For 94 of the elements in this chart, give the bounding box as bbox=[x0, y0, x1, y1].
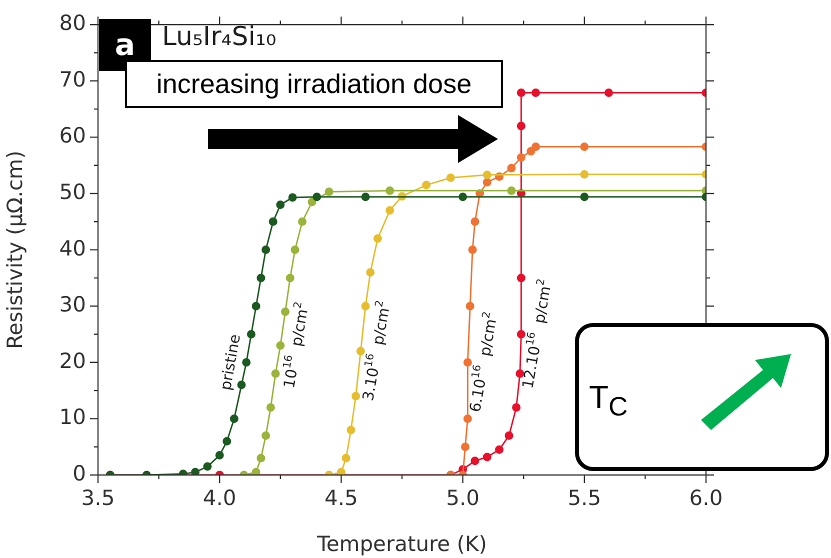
point bbox=[463, 414, 472, 423]
point bbox=[386, 186, 394, 195]
point bbox=[366, 268, 375, 277]
point bbox=[242, 358, 251, 367]
point bbox=[516, 274, 526, 282]
y-tick-label: 70 bbox=[59, 67, 86, 92]
y-tick-label: 30 bbox=[59, 292, 86, 317]
point bbox=[298, 217, 307, 226]
point bbox=[312, 192, 322, 202]
point bbox=[516, 88, 526, 97]
y-tick-label: 20 bbox=[59, 348, 86, 373]
point bbox=[342, 454, 350, 462]
point bbox=[222, 436, 232, 446]
point bbox=[460, 442, 470, 452]
point bbox=[532, 142, 540, 152]
text: 12.1016 p/cm2 bbox=[518, 278, 554, 390]
y-axis-title: Resistivity (µΩ.cm) bbox=[3, 150, 28, 350]
text: 1016 p/cm2 bbox=[280, 300, 312, 390]
y-tick-label: 0 bbox=[72, 461, 86, 486]
point bbox=[470, 456, 480, 466]
point bbox=[580, 142, 589, 152]
text: 3.1016 p/cm2 bbox=[358, 299, 394, 402]
point bbox=[215, 451, 224, 460]
point bbox=[361, 192, 370, 202]
point bbox=[504, 431, 514, 440]
point bbox=[281, 307, 290, 316]
point bbox=[256, 274, 266, 282]
point bbox=[230, 414, 238, 423]
point bbox=[604, 88, 613, 97]
callout-box: T$_{C}$ bbox=[575, 323, 829, 471]
point bbox=[580, 170, 589, 179]
point bbox=[252, 302, 260, 310]
x-tick-label: 6.0 bbox=[689, 486, 723, 510]
point bbox=[252, 468, 260, 475]
point bbox=[482, 452, 492, 462]
point bbox=[268, 217, 278, 226]
point bbox=[373, 234, 382, 243]
point bbox=[386, 206, 394, 215]
y-tick-label: 50 bbox=[59, 180, 86, 204]
point bbox=[516, 153, 526, 162]
x-tick-label: 3.5 bbox=[81, 486, 115, 510]
x-tick-label: 4.5 bbox=[324, 486, 358, 510]
point bbox=[352, 392, 360, 400]
point bbox=[346, 426, 356, 434]
y-tick-label: 40 bbox=[59, 236, 86, 260]
point bbox=[262, 246, 270, 254]
point bbox=[276, 341, 285, 350]
point bbox=[308, 198, 316, 206]
x-tick-label: 5.0 bbox=[446, 486, 480, 510]
point bbox=[246, 330, 256, 338]
point bbox=[470, 217, 480, 226]
point bbox=[468, 246, 477, 254]
annotation: a bbox=[99, 19, 151, 71]
point bbox=[463, 358, 472, 367]
point bbox=[507, 186, 516, 195]
point bbox=[336, 468, 346, 475]
point bbox=[191, 468, 200, 475]
point bbox=[507, 164, 516, 172]
point bbox=[422, 180, 431, 190]
annotation: T$_{C}$ bbox=[589, 379, 628, 422]
text: pristine bbox=[216, 332, 244, 392]
point bbox=[271, 369, 280, 378]
point bbox=[512, 403, 521, 412]
point bbox=[256, 454, 266, 462]
x-tick-label: 5.5 bbox=[568, 486, 602, 510]
y-tick-label: 60 bbox=[59, 124, 86, 148]
point bbox=[288, 193, 297, 202]
point bbox=[458, 192, 468, 202]
point bbox=[466, 302, 474, 310]
point bbox=[324, 188, 334, 196]
point bbox=[516, 122, 526, 130]
point bbox=[482, 178, 492, 186]
point bbox=[516, 330, 526, 338]
point bbox=[482, 170, 492, 180]
point bbox=[276, 200, 285, 210]
point bbox=[446, 173, 455, 182]
point bbox=[526, 147, 536, 156]
callout-box: increasing irradiation dose bbox=[125, 60, 503, 108]
point bbox=[286, 274, 294, 282]
y-tick-label: 80 bbox=[59, 11, 86, 36]
point bbox=[262, 431, 270, 440]
point bbox=[203, 462, 212, 471]
text: 6.1016 p/cm2 bbox=[466, 310, 500, 414]
point bbox=[495, 445, 504, 454]
annotation: Lu₅Ir₄Si₁₀ bbox=[162, 22, 276, 52]
point bbox=[361, 302, 370, 310]
x-tick-label: 4.0 bbox=[202, 486, 236, 510]
point bbox=[356, 346, 365, 356]
point bbox=[580, 192, 589, 202]
point bbox=[532, 88, 540, 97]
point bbox=[266, 403, 275, 412]
point bbox=[290, 246, 300, 254]
x-axis-title: Temperature (K) bbox=[316, 532, 487, 556]
y-tick-label: 10 bbox=[59, 405, 86, 430]
